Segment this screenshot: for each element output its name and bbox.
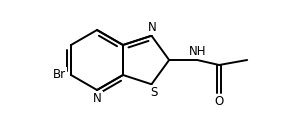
Text: S: S — [150, 86, 157, 99]
Text: Br: Br — [53, 68, 66, 81]
Text: N: N — [148, 21, 157, 34]
Text: NH: NH — [188, 45, 206, 58]
Text: N: N — [92, 92, 101, 105]
Text: O: O — [215, 95, 224, 108]
